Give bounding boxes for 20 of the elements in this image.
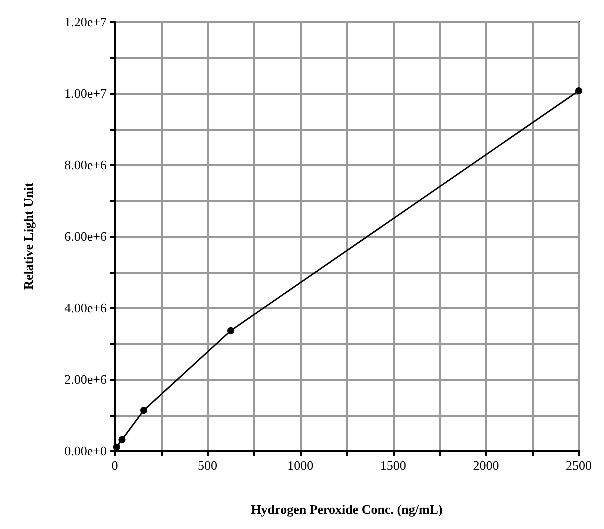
point: [140, 407, 148, 414]
x-tick-label: 2000: [473, 458, 500, 473]
x-axis-title: Hydrogen Peroxide Conc. (ng/mL): [251, 502, 443, 517]
y-axis-title: Relative Light Unit: [21, 182, 36, 290]
x-tick-label: 1000: [288, 458, 314, 473]
x-tick-label: 0: [112, 458, 118, 473]
point: [118, 436, 126, 444]
x-tick-label: 1500: [380, 458, 406, 473]
point: [576, 88, 582, 94]
y-tick-label: 1.00e+7: [64, 86, 108, 101]
y-tick-label: 6.00e+6: [64, 229, 108, 244]
x-tick-label: 2500: [566, 458, 592, 473]
point: [228, 327, 234, 334]
x-tick-label: 500: [198, 458, 218, 473]
y-tick-label: 0.00e+0: [64, 444, 107, 458]
point: [113, 444, 120, 451]
y-tick-label: 2.00e+6: [64, 372, 108, 387]
y-tick-label: 1.20e+7: [64, 14, 108, 30]
y-tick-label: 8.00e+6: [64, 158, 108, 172]
y-tick-label: 4.00e+6: [64, 300, 108, 316]
